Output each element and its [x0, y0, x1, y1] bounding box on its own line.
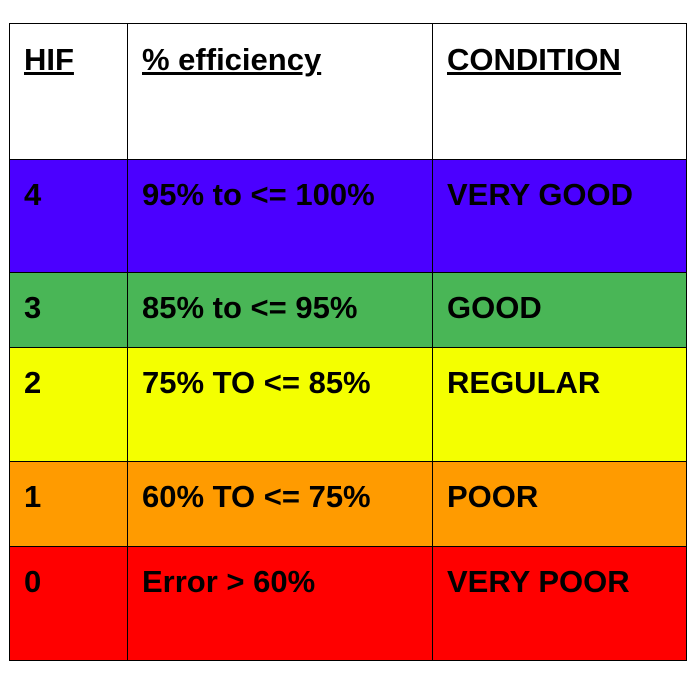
header-condition: CONDITION — [432, 23, 687, 160]
cell-hif: 2 — [9, 347, 128, 462]
cell-hif: 0 — [9, 546, 128, 661]
cell-efficiency: 60% TO <= 75% — [127, 461, 433, 547]
table-row: 3 85% to <= 95% GOOD — [9, 272, 687, 348]
cell-condition: REGULAR — [432, 347, 687, 462]
table-row: 2 75% TO <= 85% REGULAR — [9, 347, 687, 462]
cell-efficiency: 95% to <= 100% — [127, 159, 433, 273]
cell-efficiency: 75% TO <= 85% — [127, 347, 433, 462]
table-header-row: HIF % efficiency CONDITION — [9, 23, 687, 160]
hif-condition-table: HIF % efficiency CONDITION 4 95% to <= 1… — [9, 23, 687, 661]
cell-condition: VERY GOOD — [432, 159, 687, 273]
cell-efficiency: 85% to <= 95% — [127, 272, 433, 348]
cell-hif: 3 — [9, 272, 128, 348]
table-row: 4 95% to <= 100% VERY GOOD — [9, 159, 687, 273]
header-efficiency: % efficiency — [127, 23, 433, 160]
cell-efficiency: Error > 60% — [127, 546, 433, 661]
header-hif: HIF — [9, 23, 128, 160]
cell-hif: 1 — [9, 461, 128, 547]
table-row: 0 Error > 60% VERY POOR — [9, 546, 687, 661]
cell-hif: 4 — [9, 159, 128, 273]
cell-condition: VERY POOR — [432, 546, 687, 661]
cell-condition: GOOD — [432, 272, 687, 348]
cell-condition: POOR — [432, 461, 687, 547]
table-row: 1 60% TO <= 75% POOR — [9, 461, 687, 547]
